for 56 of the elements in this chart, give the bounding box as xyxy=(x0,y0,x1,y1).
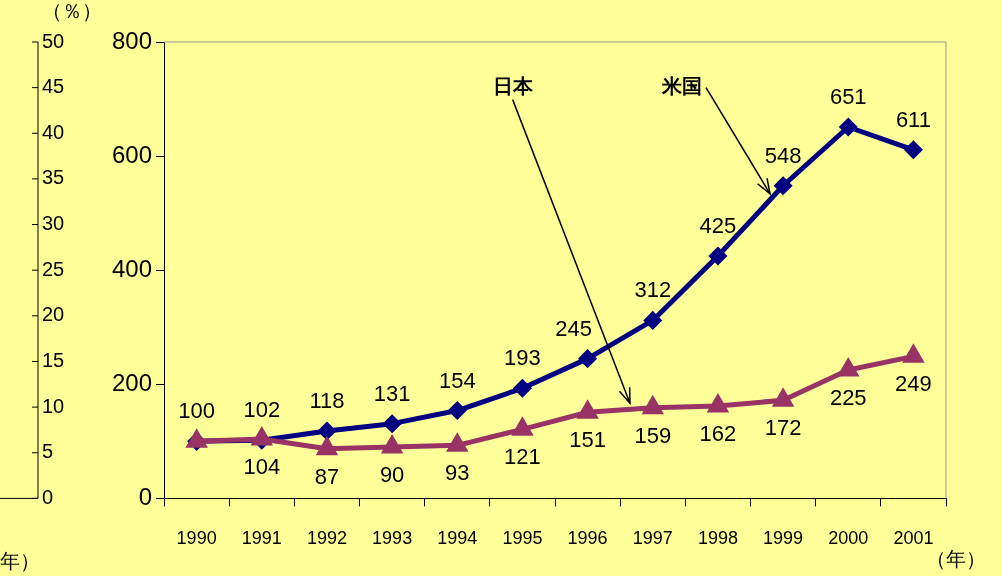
x-tick-label: 1990 xyxy=(176,528,217,549)
data-label: 162 xyxy=(699,421,737,447)
y-tick-label: 200 xyxy=(112,368,153,396)
data-label: 154 xyxy=(438,367,476,393)
x-axis-title: （年） xyxy=(926,547,986,570)
y2-tick-label: 45 xyxy=(42,75,65,98)
data-label: 312 xyxy=(634,277,672,303)
x-tick-label: 1994 xyxy=(437,528,478,549)
x-tick-label: 1993 xyxy=(372,528,413,549)
y2-tick-label: 25 xyxy=(42,257,65,280)
x-tick-label: 2000 xyxy=(828,528,869,549)
data-label: 225 xyxy=(829,385,867,411)
x-tick-label: 1991 xyxy=(241,528,282,549)
y2-tick-label: 5 xyxy=(42,440,54,463)
data-label: 159 xyxy=(634,422,672,448)
y2-tick-label: 20 xyxy=(42,303,65,326)
y2-tick-label: 0 xyxy=(42,485,54,508)
text: 年） xyxy=(0,549,40,572)
y2-tick-label: 35 xyxy=(42,166,65,189)
text: 日本 xyxy=(492,75,534,98)
x-tick-label: 2001 xyxy=(893,528,934,549)
y2-tick-label: 40 xyxy=(42,120,65,143)
data-label: 100 xyxy=(178,398,215,424)
data-label: 131 xyxy=(373,380,411,406)
data-label: 172 xyxy=(764,415,802,441)
text: 米国 xyxy=(661,75,703,98)
y-tick-label: 600 xyxy=(112,140,153,168)
x-tick-label: 1996 xyxy=(567,528,608,549)
data-label: 611 xyxy=(895,106,931,132)
y-tick-label: 400 xyxy=(112,254,153,282)
data-label: 102 xyxy=(243,397,281,423)
x-tick-label: 1995 xyxy=(502,528,543,549)
data-label: 249 xyxy=(895,371,932,397)
data-label: 93 xyxy=(445,460,470,486)
data-label: 151 xyxy=(569,427,606,453)
data-label: 90 xyxy=(379,462,405,488)
y2-tick-label: 30 xyxy=(42,212,65,235)
y-tick-label: 800 xyxy=(112,26,153,54)
data-label: 245 xyxy=(555,315,592,341)
data-label: 87 xyxy=(314,463,340,489)
data-label: 651 xyxy=(829,84,867,110)
data-label: 118 xyxy=(309,388,345,414)
x-tick-label: 1997 xyxy=(632,528,673,549)
data-label: 425 xyxy=(699,213,737,238)
data-label: 193 xyxy=(504,345,541,371)
data-label: 121 xyxy=(504,444,541,470)
y2-axis-title: （％） xyxy=(42,0,102,22)
data-label: 548 xyxy=(764,142,802,168)
y2-tick-label: 10 xyxy=(42,394,65,417)
x-tick-label: 1999 xyxy=(763,528,804,549)
y2-tick-label: 15 xyxy=(42,349,65,371)
data-label: 104 xyxy=(243,454,281,480)
x-tick-label: 1992 xyxy=(306,528,347,549)
x-tick-label: 1998 xyxy=(697,528,738,549)
y-tick-label: 0 xyxy=(138,483,153,511)
y2-tick-label: 50 xyxy=(42,29,65,52)
